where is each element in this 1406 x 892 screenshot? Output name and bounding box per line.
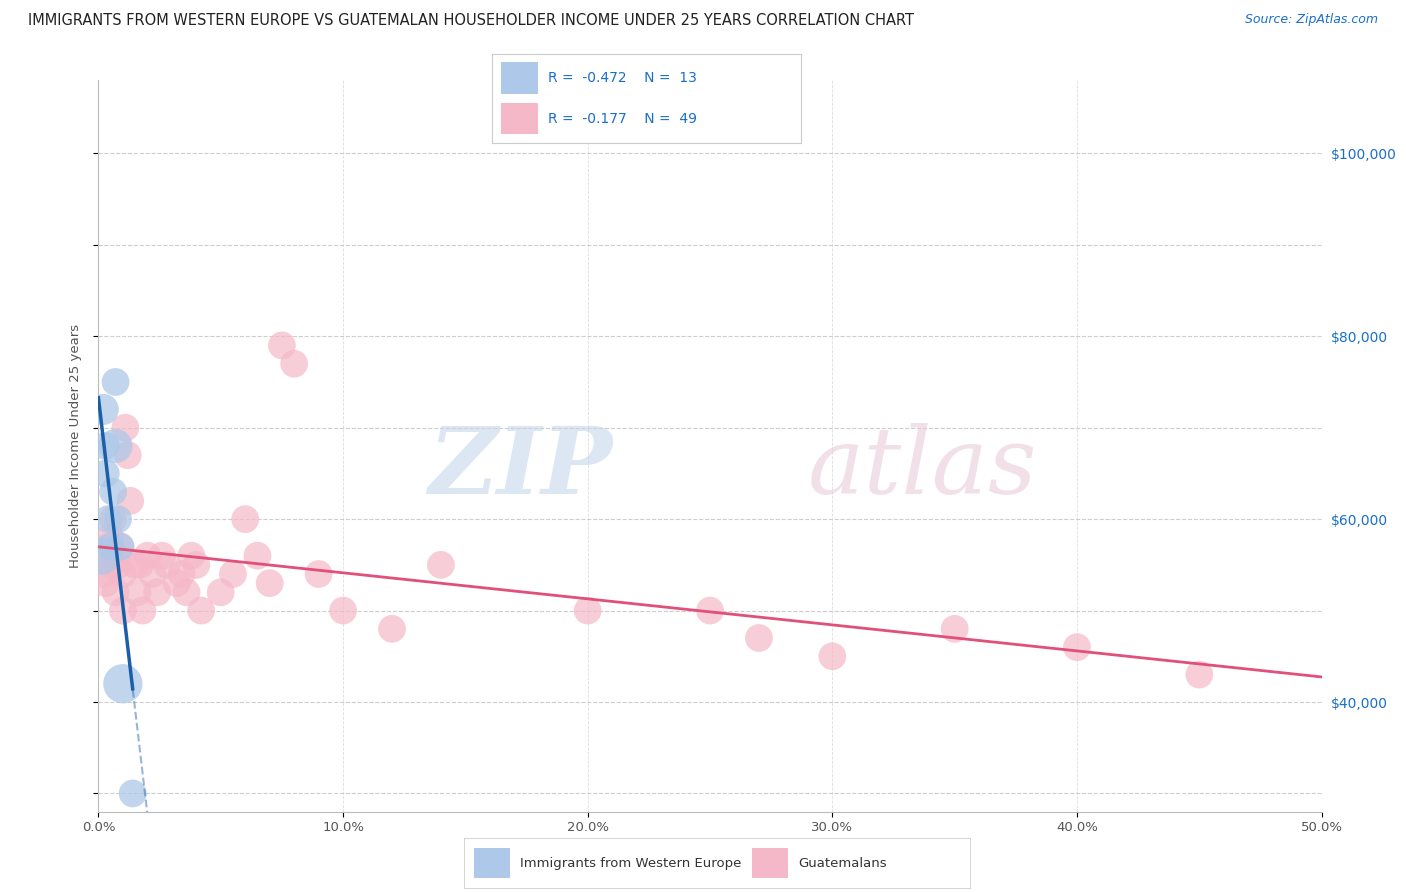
Point — [110, 540, 132, 554]
Point — [111, 676, 134, 690]
FancyBboxPatch shape — [502, 103, 538, 134]
Point — [90, 549, 112, 563]
Point — [97, 512, 120, 526]
Point — [190, 604, 212, 618]
Point — [110, 540, 132, 554]
Text: Guatemalans: Guatemalans — [799, 856, 887, 870]
Point — [127, 585, 149, 599]
Point — [101, 484, 124, 499]
Point — [91, 402, 114, 417]
Text: atlas: atlas — [808, 423, 1038, 513]
Point — [1066, 640, 1088, 655]
Point — [100, 558, 122, 572]
Point — [104, 439, 127, 453]
Point — [222, 567, 245, 582]
Point — [90, 549, 112, 563]
Text: IMMIGRANTS FROM WESTERN EUROPE VS GUATEMALAN HOUSEHOLDER INCOME UNDER 25 YEARS C: IMMIGRANTS FROM WESTERN EUROPE VS GUATEM… — [28, 13, 914, 29]
Text: R =  -0.177    N =  49: R = -0.177 N = 49 — [548, 112, 697, 126]
Point — [129, 558, 152, 572]
Point — [136, 549, 159, 563]
FancyBboxPatch shape — [752, 848, 787, 878]
Point — [308, 567, 330, 582]
Point — [94, 576, 117, 591]
Point — [166, 576, 188, 591]
Point — [94, 467, 117, 481]
Point — [233, 512, 256, 526]
Point — [748, 631, 770, 645]
Point — [104, 375, 127, 389]
Point — [120, 494, 142, 508]
Point — [209, 585, 232, 599]
Point — [170, 567, 193, 582]
Point — [270, 338, 294, 352]
Point — [176, 585, 198, 599]
Point — [186, 558, 208, 572]
Point — [97, 540, 120, 554]
Text: Immigrants from Western Europe: Immigrants from Western Europe — [520, 856, 741, 870]
Point — [91, 567, 114, 582]
Point — [100, 530, 122, 544]
Point — [107, 558, 129, 572]
Point — [259, 576, 281, 591]
Point — [114, 421, 136, 435]
Point — [131, 604, 153, 618]
Point — [180, 549, 202, 563]
Point — [117, 448, 139, 462]
Point — [576, 604, 599, 618]
Text: R =  -0.472    N =  13: R = -0.472 N = 13 — [548, 71, 696, 86]
Text: ZIP: ZIP — [427, 423, 612, 513]
Point — [381, 622, 404, 636]
Point — [94, 439, 117, 453]
Point — [104, 549, 127, 563]
Text: Source: ZipAtlas.com: Source: ZipAtlas.com — [1244, 13, 1378, 27]
Point — [141, 567, 163, 582]
Point — [332, 604, 354, 618]
FancyBboxPatch shape — [474, 848, 509, 878]
Point — [146, 585, 169, 599]
FancyBboxPatch shape — [502, 62, 538, 94]
Point — [150, 549, 173, 563]
Point — [111, 604, 134, 618]
Point — [1188, 667, 1211, 681]
Point — [111, 567, 134, 582]
Y-axis label: Householder Income Under 25 years: Householder Income Under 25 years — [69, 324, 83, 568]
Point — [121, 787, 143, 801]
Point — [246, 549, 269, 563]
Point — [283, 357, 305, 371]
Point — [699, 604, 721, 618]
Point — [821, 649, 844, 664]
Point — [156, 558, 179, 572]
Point — [100, 540, 122, 554]
Point — [104, 585, 127, 599]
Point — [107, 512, 129, 526]
Point — [430, 558, 453, 572]
Point — [943, 622, 966, 636]
Point — [124, 558, 146, 572]
Point — [101, 512, 124, 526]
